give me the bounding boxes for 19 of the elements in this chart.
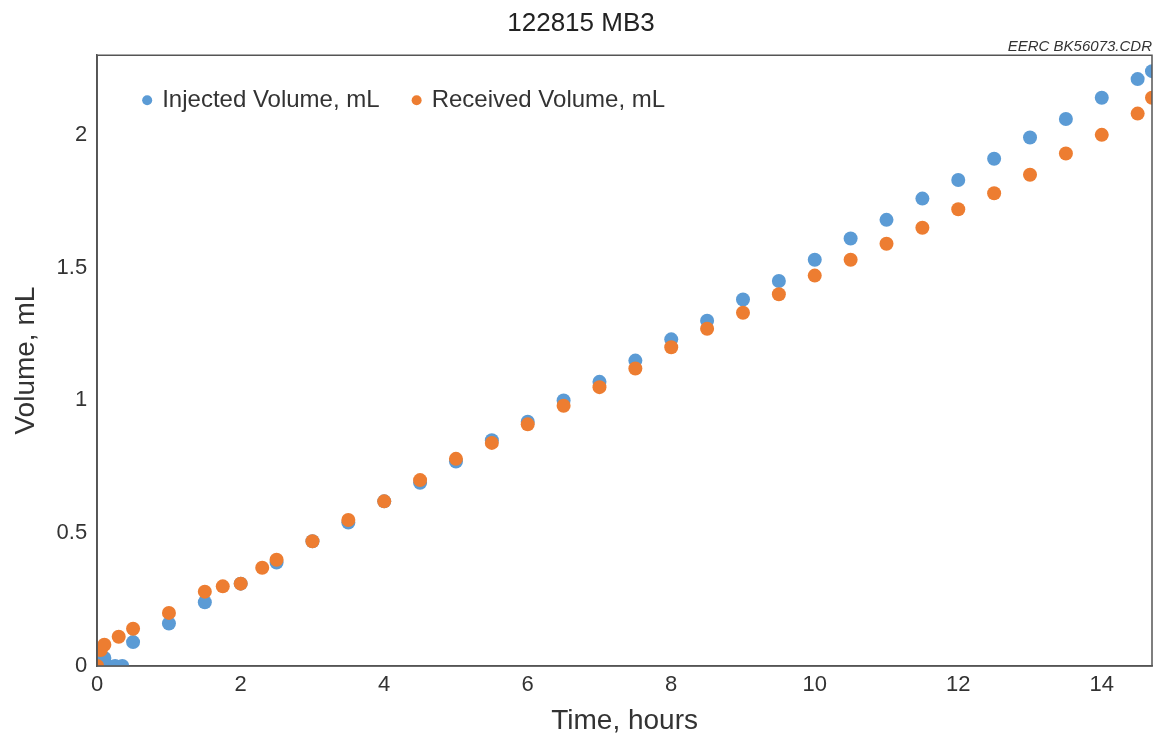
x-tick-label: 14 <box>1089 671 1115 697</box>
y-tick-label: 1.5 <box>56 253 88 279</box>
y-axis-title: Volume, mL <box>8 286 40 435</box>
text: EERC BK56073.CDR <box>1007 36 1153 54</box>
x-tick-label: 10 <box>802 671 827 697</box>
x-tick-label: 4 <box>378 671 391 697</box>
y-tick-label: 1 <box>74 386 88 412</box>
chart-title: 122815 MB3 <box>507 6 655 37</box>
legend-label: Received Volume, mL <box>431 84 666 112</box>
y-tick-label: 0 <box>74 652 88 678</box>
x-tick-label: 8 <box>665 671 678 697</box>
y-tick-label: 0.5 <box>56 519 88 545</box>
x-axis-title: Time, hours <box>551 703 698 735</box>
x-tick-label: 0 <box>91 671 104 697</box>
x-tick-label: 6 <box>521 671 534 697</box>
y-tick-label: 2 <box>74 120 88 146</box>
legend-label: Injected Volume, mL <box>162 84 380 112</box>
x-tick-label: 2 <box>234 671 247 697</box>
x-tick-label: 12 <box>946 671 971 697</box>
